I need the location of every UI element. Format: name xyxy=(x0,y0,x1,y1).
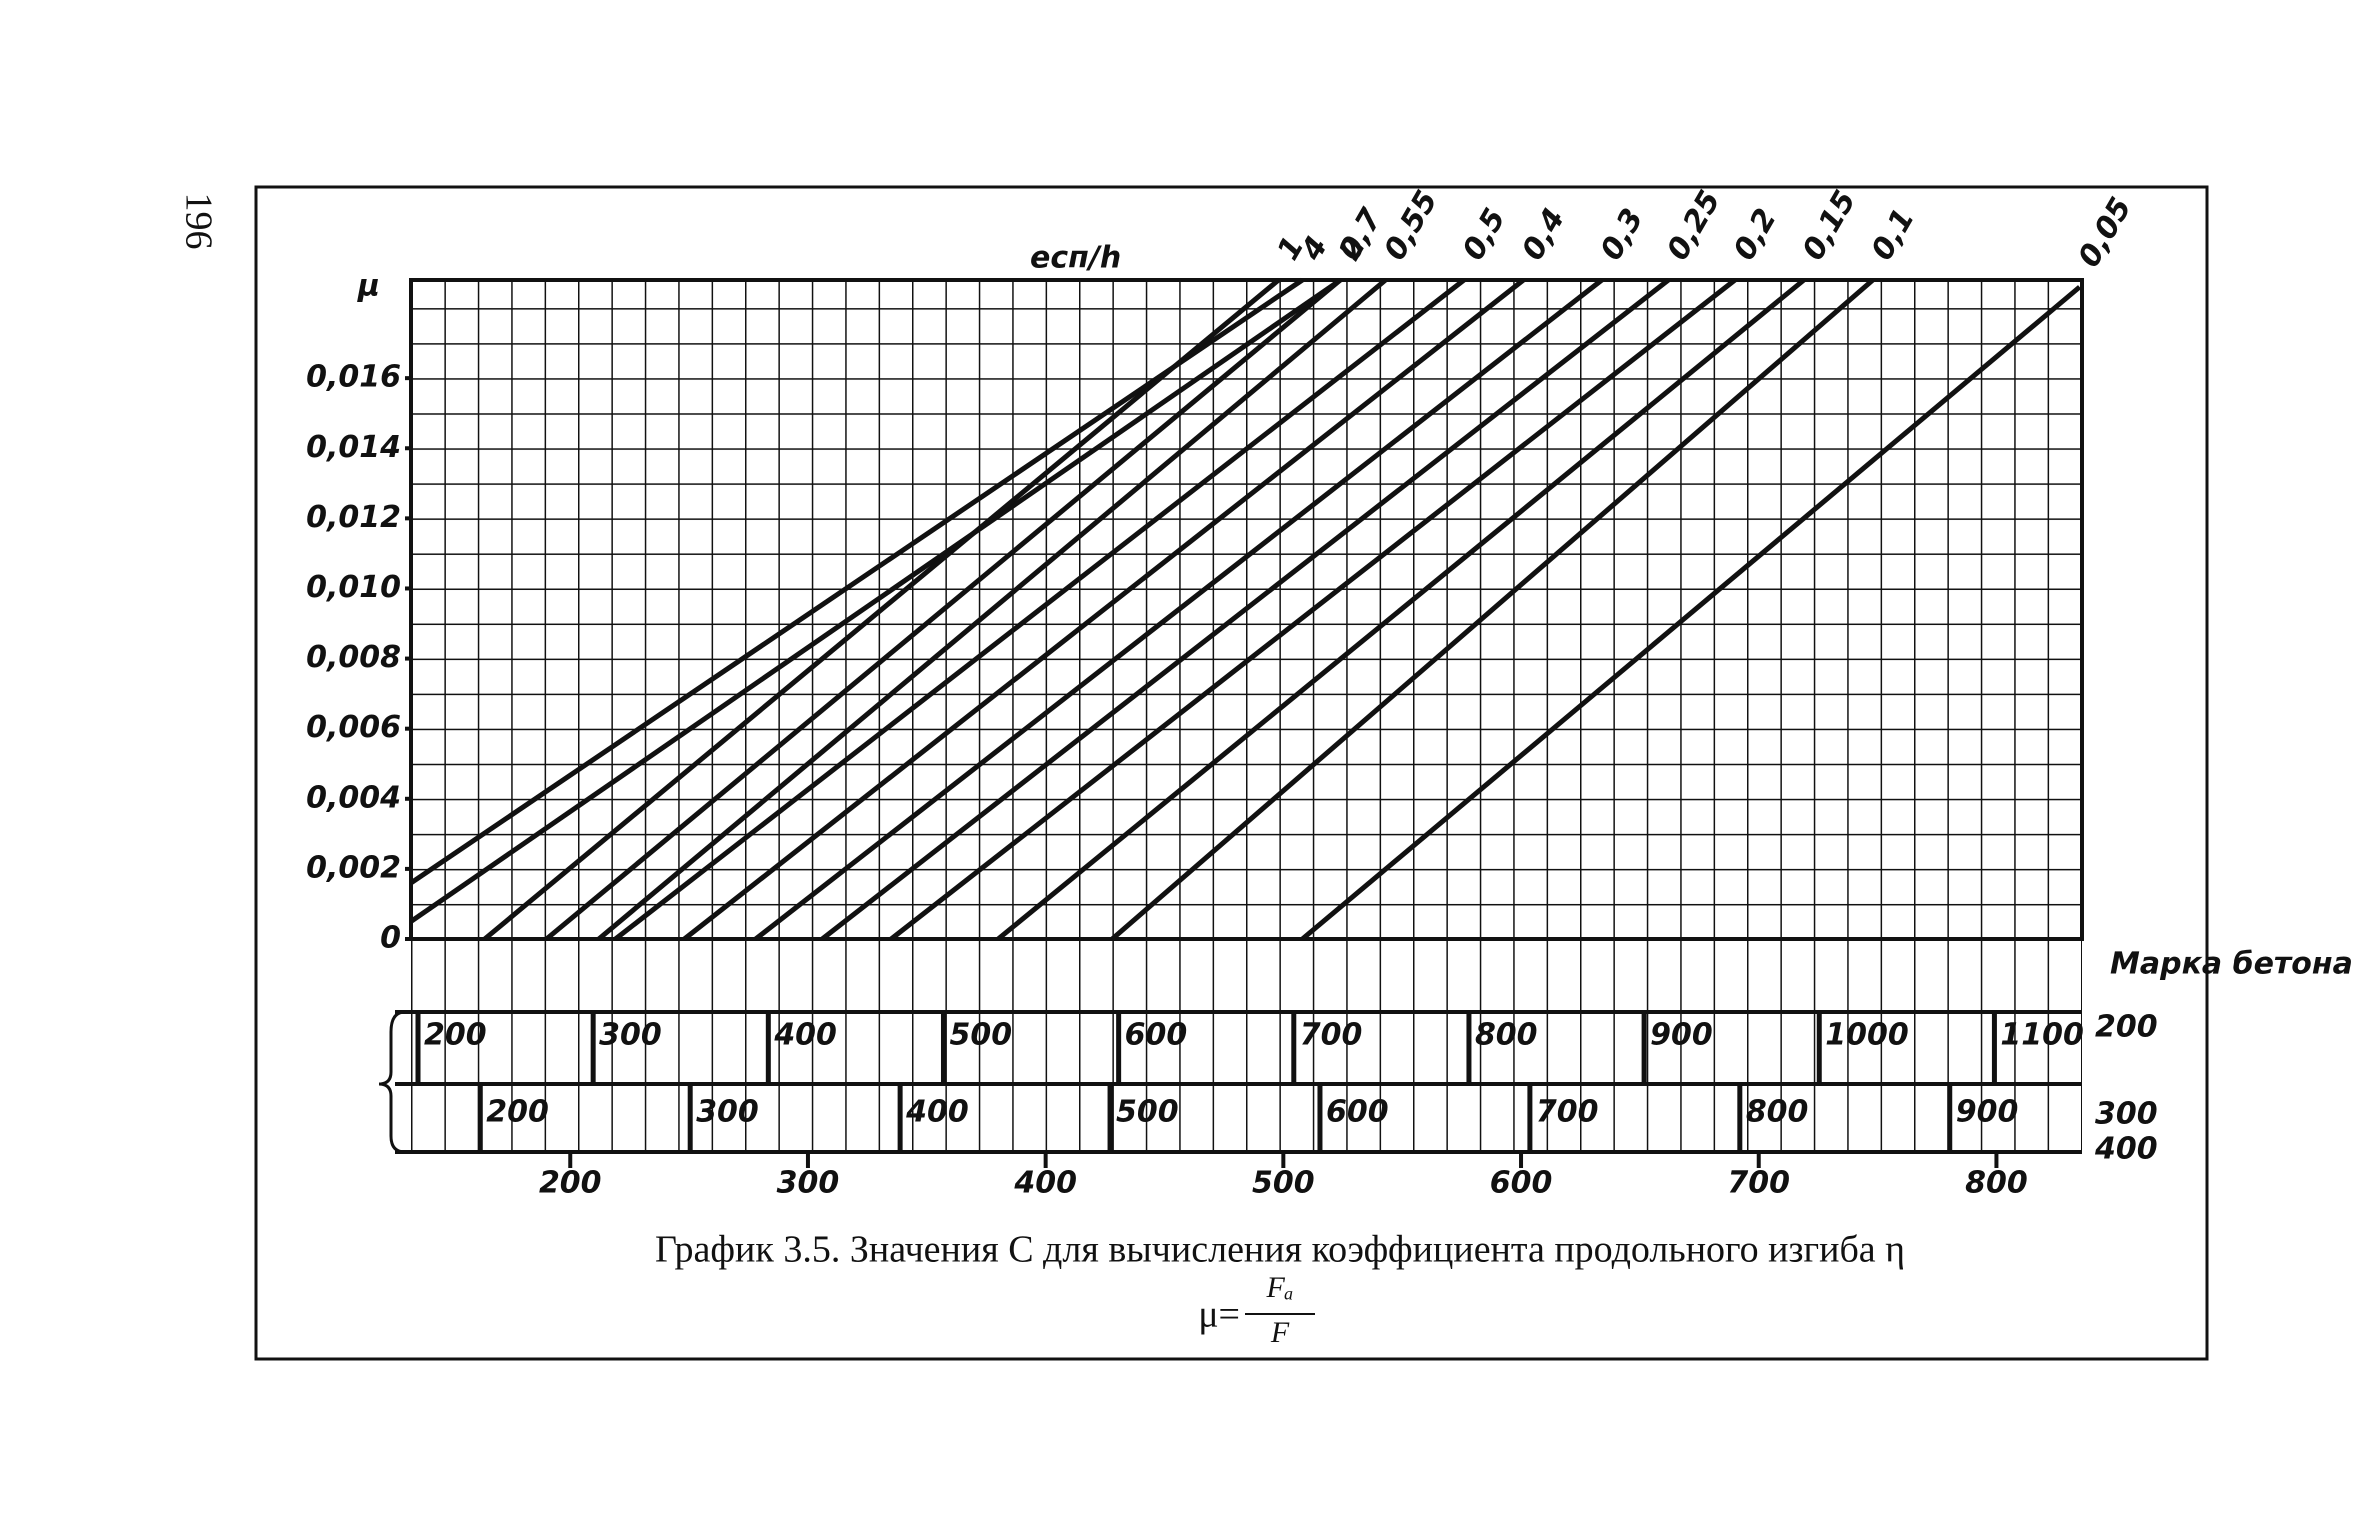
y-tick-label: 0,010 xyxy=(306,570,401,605)
y-tick-label: 0 xyxy=(380,921,401,956)
brace xyxy=(378,1010,406,1154)
series-line xyxy=(409,277,1342,924)
grade-rows xyxy=(395,1010,2082,1154)
grade-tick-label: 1100 xyxy=(2000,1018,2084,1053)
series-name: 0,25 xyxy=(1660,185,1727,267)
series-name: 0,7 xyxy=(1332,203,1389,267)
x-tick-label: 800 xyxy=(1965,1166,2028,1201)
grade-tick-label: 300 xyxy=(599,1018,662,1053)
formula-denominator: F xyxy=(1270,1316,1290,1349)
y-tick-label: 0,002 xyxy=(306,850,401,885)
series-name: 0,1 xyxy=(1865,203,1922,267)
grade-tick-label: 1000 xyxy=(1825,1018,1909,1053)
grade-label: 200 xyxy=(2095,1010,2158,1045)
series-name: 0,4 xyxy=(1515,203,1572,267)
series-label: eсп/h xyxy=(1030,241,1121,276)
grade-tick-label: 400 xyxy=(773,1018,837,1053)
x-tick-label: 300 xyxy=(777,1166,840,1201)
series-line xyxy=(889,278,1737,941)
grade-tick-label: 300 xyxy=(696,1095,759,1130)
x-tick-label: 500 xyxy=(1252,1166,1315,1201)
x-tick-label: 600 xyxy=(1490,1166,1553,1201)
series-line xyxy=(996,278,1806,941)
x-tick-label: 400 xyxy=(1013,1166,1077,1201)
series-name: 0,05 xyxy=(2072,192,2139,274)
frame xyxy=(254,185,2209,1361)
series-name: 0,15 xyxy=(1796,185,1863,267)
grade-tick-label: 600 xyxy=(1125,1018,1188,1053)
series-name: 0,2 xyxy=(1727,203,1784,267)
series-line xyxy=(820,278,1670,941)
series-line xyxy=(682,278,1525,941)
y-tick-label: 0,004 xyxy=(306,780,401,815)
grade-tick-label: 200 xyxy=(486,1095,549,1130)
grade-axis-label: Марка бетона xyxy=(2110,947,2353,982)
series-line xyxy=(754,278,1604,941)
series-line xyxy=(1300,285,2082,941)
y-tick-label: 0,014 xyxy=(306,430,401,465)
series-name: 0,55 xyxy=(1378,185,1445,267)
grade-label: 300 xyxy=(2095,1097,2158,1132)
grade-tick-label: 800 xyxy=(1746,1095,1809,1130)
y-tick-label: 0,016 xyxy=(306,360,401,395)
grade-tick-label: 600 xyxy=(1326,1095,1389,1130)
series-line xyxy=(483,278,1281,941)
grade-tick-label: 700 xyxy=(1300,1018,1363,1053)
grade-tick-label: 400 xyxy=(905,1095,969,1130)
series-line xyxy=(1110,278,1875,941)
x-tick-label: 700 xyxy=(1727,1166,1790,1201)
grade-label: 400 xyxy=(2094,1132,2158,1167)
series-name: 0,3 xyxy=(1594,203,1651,267)
formula-numerator: Fₐ xyxy=(1265,1271,1293,1304)
y-tick-label: 0,012 xyxy=(306,500,401,535)
grade-tick-label: 700 xyxy=(1536,1095,1599,1130)
y-tick-label: 0,008 xyxy=(306,640,401,675)
plot-border xyxy=(409,278,2084,941)
series-name: 0,5 xyxy=(1456,203,1513,267)
grade-tick-label: 900 xyxy=(1956,1095,2019,1130)
y-tick-label: 0,006 xyxy=(306,710,401,745)
formula-lhs: μ= xyxy=(1198,1294,1240,1336)
y-axis-label: μ xyxy=(357,269,380,304)
grade-tick-label: 800 xyxy=(1475,1018,1538,1053)
grade-tick-label: 500 xyxy=(1116,1095,1179,1130)
grade-tick-label: 500 xyxy=(949,1018,1012,1053)
x-tick-label: 200 xyxy=(539,1166,602,1201)
series-line xyxy=(613,278,1466,941)
series-line xyxy=(544,278,1342,941)
grade-tick-label: 200 xyxy=(424,1018,487,1053)
grade-tick-label: 900 xyxy=(1650,1018,1713,1053)
page-number: 196 xyxy=(177,193,219,250)
caption: График 3.5. Значения C для вычисления ко… xyxy=(655,1229,1905,1271)
series-line xyxy=(597,278,1388,941)
